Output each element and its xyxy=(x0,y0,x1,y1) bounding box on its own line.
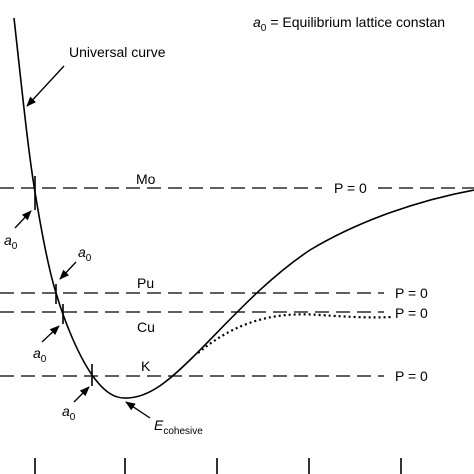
a0-label: a0 xyxy=(78,244,92,264)
pressure-label: P = 0 xyxy=(395,368,428,384)
a0-label: a0 xyxy=(4,232,18,252)
arrow xyxy=(26,65,65,107)
metal-label: K xyxy=(141,358,151,374)
pressure-label: P = 0 xyxy=(395,285,428,301)
legend: a0 = Equilibrium lattice constan xyxy=(253,14,445,34)
metal-label: Pu xyxy=(137,275,154,291)
metal-label: Mo xyxy=(136,171,156,187)
dotted-branch xyxy=(197,313,393,354)
pressure-label: P = 0 xyxy=(334,180,367,196)
a0-label: a0 xyxy=(33,345,47,365)
pressure-label: P = 0 xyxy=(395,305,428,321)
cohesive-label: Ecohesive xyxy=(154,417,203,437)
arrow xyxy=(41,325,60,343)
arrow xyxy=(125,401,151,419)
arrow xyxy=(73,386,90,403)
a0-label: a0 xyxy=(62,403,76,423)
arrow xyxy=(14,210,32,229)
metal-label: Cu xyxy=(137,319,155,335)
arrow xyxy=(59,261,77,280)
curve-label: Universal curve xyxy=(69,44,166,60)
universal-curve xyxy=(13,17,474,399)
